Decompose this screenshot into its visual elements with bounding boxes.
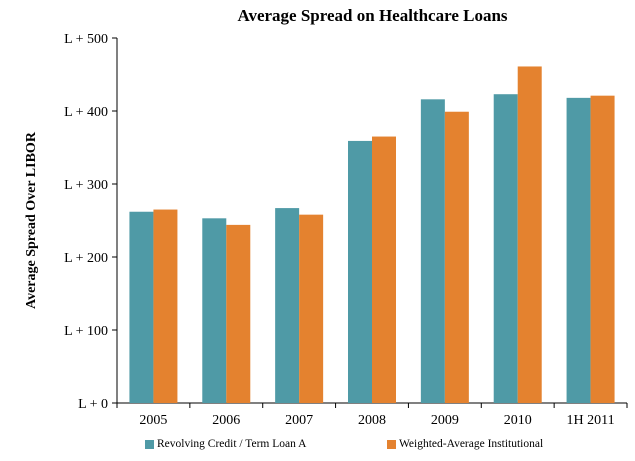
x-tick-label: 2006 (212, 413, 240, 428)
x-tick-label: 2008 (358, 413, 386, 428)
bar-revolving (348, 140, 372, 403)
bar-institutional (444, 111, 469, 403)
bar-revolving (493, 94, 518, 404)
bar-institutional (153, 209, 178, 403)
y-tick-label: L + 100 (64, 324, 108, 339)
y-tick-label: L + 400 (64, 105, 108, 120)
y-tick-label: L + 0 (78, 397, 108, 412)
x-tick-label: 2009 (431, 413, 459, 428)
bar-institutional (517, 66, 542, 403)
y-tick-label: L + 500 (64, 32, 108, 47)
bar-institutional (590, 95, 615, 404)
bar-revolving (420, 99, 445, 403)
legend-item-institutional: Weighted-Average Institutional (387, 438, 543, 450)
bar-revolving (129, 211, 154, 403)
bar-institutional (299, 214, 324, 403)
legend-swatch-revolving (145, 439, 154, 449)
y-tick-label: L + 300 (64, 178, 108, 193)
bar-institutional (372, 136, 396, 404)
bar-revolving (566, 97, 591, 404)
bar-institutional (226, 224, 251, 403)
legend-swatch-institutional (387, 439, 396, 449)
legend-label-revolving: Revolving Credit / Term Loan A (157, 438, 307, 450)
legend-label-institutional: Weighted-Average Institutional (399, 438, 544, 450)
bar-revolving (275, 208, 300, 403)
y-tick-label: L + 200 (64, 251, 108, 266)
x-tick-label: 2007 (285, 413, 313, 428)
x-tick-label: 2005 (139, 413, 167, 428)
bar-revolving (202, 218, 227, 403)
x-tick-label: 2010 (504, 413, 532, 428)
x-tick-label: 1H 2011 (567, 413, 615, 428)
chart-title: Average Spread on Healthcare Loans (237, 6, 508, 25)
legend-item-revolving: Revolving Credit / Term Loan A (145, 438, 306, 450)
